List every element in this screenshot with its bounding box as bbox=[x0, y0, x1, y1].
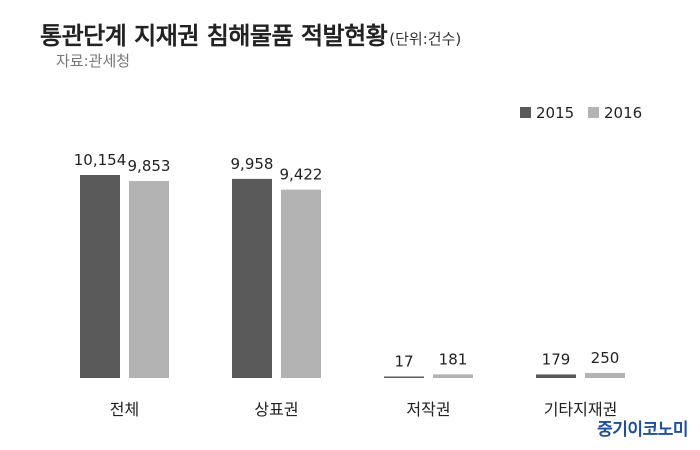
bar-2016-2 bbox=[433, 374, 473, 378]
data-label-2016-3: 250 bbox=[591, 349, 620, 367]
chart-title-row: 통관단계 지재권 침해물품 적발현황 (단위:건수) bbox=[40, 16, 461, 51]
legend-label-2015: 2015 bbox=[536, 104, 574, 122]
category-label-3: 기타지재권 bbox=[544, 400, 618, 419]
data-label-2016-1: 9,422 bbox=[280, 166, 323, 184]
data-label-2015-3: 179 bbox=[542, 350, 571, 368]
legend-label-2016: 2016 bbox=[604, 104, 642, 122]
brand-logo: 중기이코노미 bbox=[597, 420, 688, 440]
data-label-2016-2: 181 bbox=[439, 350, 468, 368]
data-label-2015-2: 17 bbox=[394, 353, 413, 371]
category-label-1: 상표권 bbox=[254, 400, 298, 419]
chart-unit: (단위:건수) bbox=[389, 30, 462, 48]
bar-2015-3 bbox=[536, 374, 576, 378]
bar-2016-0 bbox=[129, 181, 169, 378]
category-label-2: 저작권 bbox=[406, 400, 450, 419]
chart-source: 자료:관세청 bbox=[56, 52, 131, 70]
chart-title: 통관단계 지재권 침해물품 적발현황 bbox=[40, 22, 388, 50]
bar-2016-1 bbox=[281, 189, 321, 378]
category-label-0: 전체 bbox=[110, 400, 139, 419]
data-label-2015-1: 9,958 bbox=[231, 155, 274, 173]
legend-swatch-2016 bbox=[588, 107, 599, 118]
bar-2015-1 bbox=[232, 178, 272, 378]
bar-2016-3 bbox=[585, 373, 625, 378]
bar-2015-2 bbox=[384, 376, 424, 378]
legend-swatch-2015 bbox=[520, 107, 531, 118]
bar-2015-0 bbox=[80, 175, 120, 378]
data-label-2016-0: 9,853 bbox=[128, 157, 171, 175]
data-label-2015-0: 10,154 bbox=[74, 151, 127, 169]
